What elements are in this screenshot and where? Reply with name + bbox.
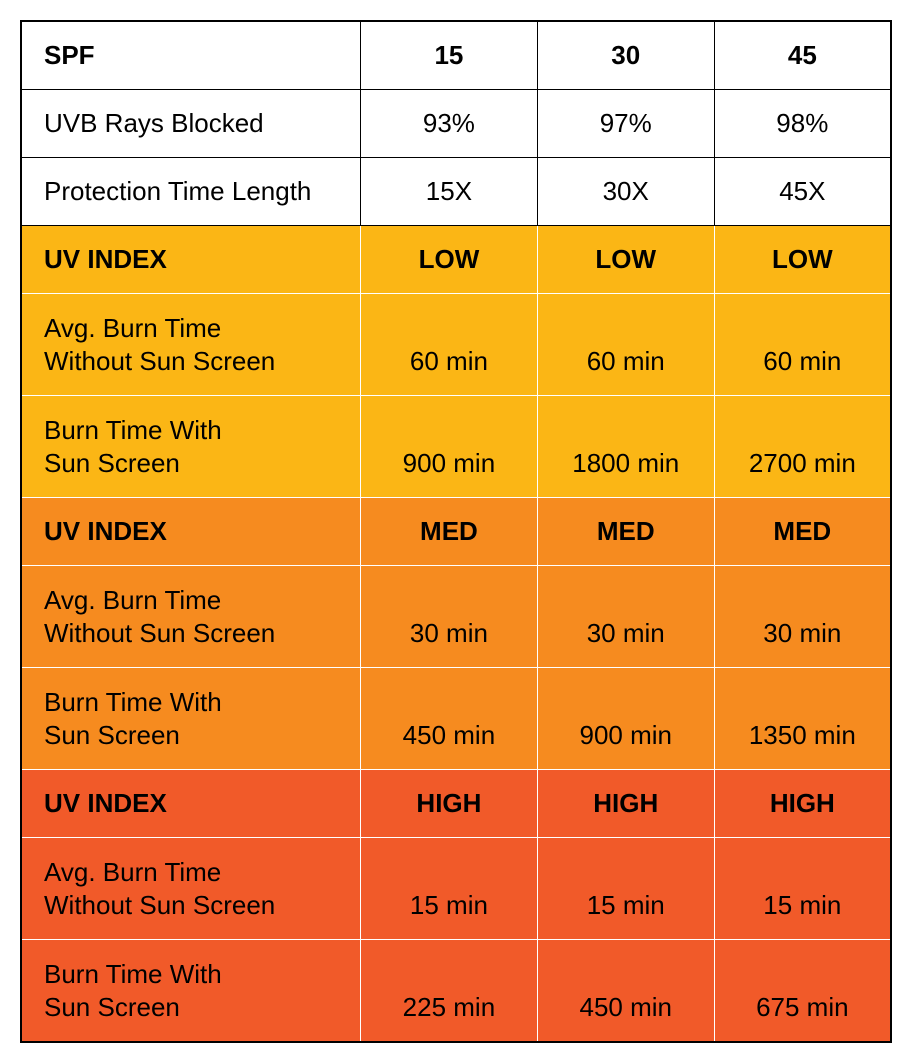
row-value: MED xyxy=(714,498,891,566)
row-value: 15 min xyxy=(714,838,891,940)
table-row: Burn Time WithSun Screen900 min1800 min2… xyxy=(21,396,891,498)
table-row: Avg. Burn TimeWithout Sun Screen60 min60… xyxy=(21,294,891,396)
row-value: 15X xyxy=(361,158,538,226)
row-value: MED xyxy=(537,498,714,566)
table-body: SPF153045UVB Rays Blocked93%97%98%Protec… xyxy=(21,21,891,1042)
table-row: Burn Time WithSun Screen225 min450 min67… xyxy=(21,940,891,1043)
row-value: 45 xyxy=(714,21,891,90)
row-value: 15 min xyxy=(537,838,714,940)
row-label: UVB Rays Blocked xyxy=(21,90,361,158)
row-label: Avg. Burn TimeWithout Sun Screen xyxy=(21,838,361,940)
row-label: Burn Time WithSun Screen xyxy=(21,940,361,1043)
table-row: Burn Time WithSun Screen450 min900 min13… xyxy=(21,668,891,770)
row-label: Burn Time WithSun Screen xyxy=(21,668,361,770)
row-value: 450 min xyxy=(361,668,538,770)
row-value: 30 xyxy=(537,21,714,90)
table-row: UV INDEXHIGHHIGHHIGH xyxy=(21,770,891,838)
row-value: 1350 min xyxy=(714,668,891,770)
row-value: 1800 min xyxy=(537,396,714,498)
row-label: Burn Time WithSun Screen xyxy=(21,396,361,498)
row-value: 225 min xyxy=(361,940,538,1043)
row-value: HIGH xyxy=(537,770,714,838)
table-row: UV INDEXMEDMEDMED xyxy=(21,498,891,566)
row-value: LOW xyxy=(537,226,714,294)
spf-protection-table: SPF153045UVB Rays Blocked93%97%98%Protec… xyxy=(20,20,892,1043)
row-value: 60 min xyxy=(537,294,714,396)
row-label: UV INDEX xyxy=(21,770,361,838)
row-value: MED xyxy=(361,498,538,566)
row-value: 900 min xyxy=(361,396,538,498)
row-value: 60 min xyxy=(361,294,538,396)
row-value: 98% xyxy=(714,90,891,158)
row-value: 30 min xyxy=(714,566,891,668)
row-value: HIGH xyxy=(361,770,538,838)
row-value: 900 min xyxy=(537,668,714,770)
row-value: HIGH xyxy=(714,770,891,838)
table-row: UVB Rays Blocked93%97%98% xyxy=(21,90,891,158)
row-value: 450 min xyxy=(537,940,714,1043)
table-row: Avg. Burn TimeWithout Sun Screen15 min15… xyxy=(21,838,891,940)
row-value: 93% xyxy=(361,90,538,158)
row-label: UV INDEX xyxy=(21,226,361,294)
row-value: 30 min xyxy=(361,566,538,668)
row-value: LOW xyxy=(361,226,538,294)
row-label: Avg. Burn TimeWithout Sun Screen xyxy=(21,294,361,396)
row-label: UV INDEX xyxy=(21,498,361,566)
row-label: Protection Time Length xyxy=(21,158,361,226)
table-row: Protection Time Length15X30X45X xyxy=(21,158,891,226)
table-row: SPF153045 xyxy=(21,21,891,90)
row-label: SPF xyxy=(21,21,361,90)
table-row: UV INDEXLOWLOWLOW xyxy=(21,226,891,294)
row-label: Avg. Burn TimeWithout Sun Screen xyxy=(21,566,361,668)
table-row: Avg. Burn TimeWithout Sun Screen30 min30… xyxy=(21,566,891,668)
row-value: 45X xyxy=(714,158,891,226)
row-value: 30X xyxy=(537,158,714,226)
row-value: 30 min xyxy=(537,566,714,668)
row-value: 97% xyxy=(537,90,714,158)
row-value: 2700 min xyxy=(714,396,891,498)
row-value: LOW xyxy=(714,226,891,294)
row-value: 675 min xyxy=(714,940,891,1043)
row-value: 15 xyxy=(361,21,538,90)
row-value: 60 min xyxy=(714,294,891,396)
row-value: 15 min xyxy=(361,838,538,940)
